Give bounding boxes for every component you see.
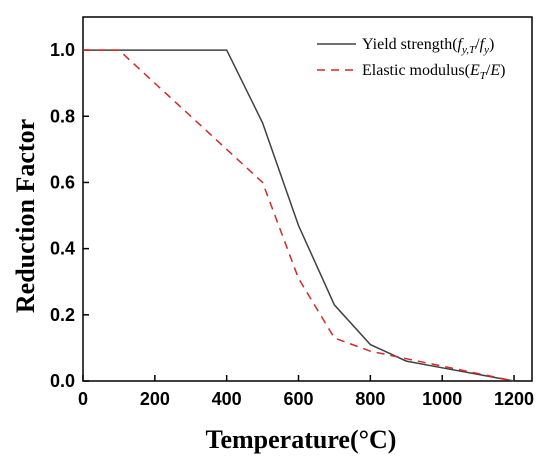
y-tick-label: 1.0	[50, 40, 75, 60]
x-tick-label: 800	[355, 389, 385, 409]
elastic-modulus-line	[83, 49, 515, 382]
legend-label-elastic: Elastic modulus(ET/E)	[362, 62, 505, 82]
y-tick-label: 0.6	[50, 172, 75, 192]
y-axis-title: Reduction Factor	[11, 119, 40, 313]
plot-area	[82, 16, 533, 382]
x-tick-label: 0	[78, 389, 88, 409]
x-tick-label: 200	[140, 389, 170, 409]
x-tick-label: 600	[283, 389, 313, 409]
x-tick-label: 1000	[422, 389, 462, 409]
x-tick-label: 400	[212, 389, 242, 409]
x-axis-title: Temperature(°C)	[206, 425, 397, 454]
legend-label-yield: Yield strength(fy,T/fy)	[362, 36, 494, 56]
legend: Yield strength(fy,T/fy) Elastic modulus(E…	[317, 36, 505, 82]
yield-strength-line	[83, 49, 515, 382]
axis-ticks: 0 200 400 600 800 1000 1200 0.0 0.2 0.4 0.6 0.8 1.0	[50, 40, 534, 409]
y-tick-label: 0.8	[50, 106, 75, 126]
x-tick-label: 1200	[494, 389, 534, 409]
y-tick-label: 0.2	[50, 305, 75, 325]
plot-frame	[82, 16, 533, 382]
series-lines	[83, 49, 515, 382]
y-tick-label: 0.0	[50, 371, 75, 391]
y-tick-label: 0.4	[50, 239, 75, 259]
